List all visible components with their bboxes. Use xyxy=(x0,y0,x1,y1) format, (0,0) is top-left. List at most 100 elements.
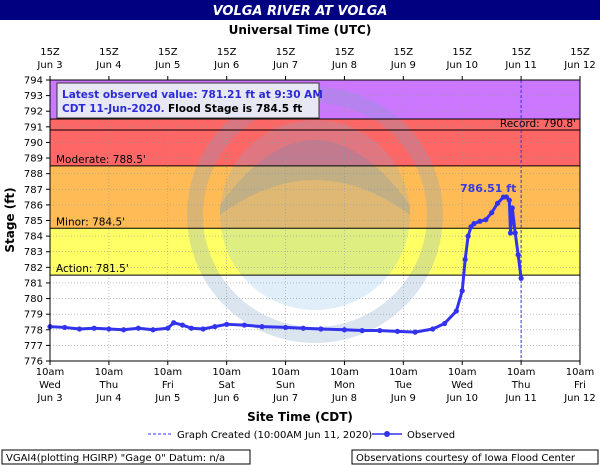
top-tick-date: Jun 5 xyxy=(154,60,180,71)
observed-point xyxy=(462,256,468,263)
observed-point xyxy=(171,320,177,326)
y-tick-label: 787 xyxy=(24,185,43,196)
x-axis-top: 15Z Jun 3 15Z Jun 4 15Z Jun 5 15Z Jun 6 15Z Jun 7… xyxy=(36,47,596,80)
y-axis: 776 777 778 779 780 781 782 783 784 785 786 787 788 7… xyxy=(24,76,50,368)
y-tick-label: 794 xyxy=(24,76,43,87)
y-tick-label: 791 xyxy=(24,122,43,133)
top-tick-label: 15Z xyxy=(570,47,590,58)
x-axis-title: Site Time (CDT) xyxy=(247,410,353,424)
observed-point xyxy=(76,326,83,332)
y-tick-label: 790 xyxy=(24,138,43,149)
observed-point xyxy=(224,321,230,327)
x-tick-label: Thu xyxy=(511,380,531,391)
y-tick-label: 786 xyxy=(24,200,43,211)
observed-point xyxy=(200,326,206,332)
top-tick-label: 15Z xyxy=(99,47,119,58)
top-tick-date: Jun 4 xyxy=(95,60,121,71)
x-tick-label: Mon xyxy=(334,380,355,391)
x-tick-label: 10am xyxy=(36,367,65,378)
y-tick-label: 777 xyxy=(24,341,43,352)
x-tick-label: Tue xyxy=(394,380,412,391)
x-tick-label: Jun 11 xyxy=(504,393,537,404)
flood-label-action: Action: 781.5' xyxy=(56,263,129,275)
observed-point xyxy=(212,324,218,330)
x-tick-label: Fri xyxy=(162,380,174,391)
observed-point xyxy=(121,327,127,333)
observed-point xyxy=(179,322,186,328)
legend-observed-marker xyxy=(384,431,390,437)
top-axis-title: Universal Time (UTC) xyxy=(229,23,372,37)
top-tick-label: 15Z xyxy=(335,47,355,58)
x-tick-label: Wed xyxy=(39,380,61,391)
observed-point xyxy=(241,322,247,328)
flood-stage-text: Flood Stage is 784.5 ft xyxy=(168,103,302,115)
x-tick-label: Fri xyxy=(574,380,586,391)
observed-series xyxy=(47,194,524,335)
top-tick-label: 15Z xyxy=(276,47,296,58)
x-tick-label: 10am xyxy=(448,367,477,378)
legend: Graph Created (10:00AM Jun 11, 2020) Obs… xyxy=(148,430,455,441)
flood-label-minor: Minor: 784.5' xyxy=(56,216,125,228)
x-tick-label: Sat xyxy=(218,380,234,391)
y-axis-title: Stage (ft) xyxy=(3,187,17,252)
title-bar xyxy=(0,0,600,20)
observed-point xyxy=(318,326,324,332)
peak-label: 786.51 ft xyxy=(460,182,516,195)
x-tick-label: 10am xyxy=(330,367,359,378)
x-tick-label: Jun 10 xyxy=(445,393,478,404)
top-tick-date: Jun 8 xyxy=(331,60,357,71)
footer-datum: VGAI4(plotting HGIRP) "Gage 0" Datum: n/… xyxy=(6,453,225,464)
observed-point xyxy=(483,217,489,223)
top-tick-label: 15Z xyxy=(158,47,178,58)
top-tick-date: Jun 6 xyxy=(213,60,239,71)
top-tick-label: 15Z xyxy=(217,47,237,58)
y-tick-label: 789 xyxy=(24,154,43,165)
y-tick-label: 782 xyxy=(24,263,43,274)
x-tick-label: 10am xyxy=(95,367,124,378)
x-tick-label: 10am xyxy=(566,367,595,378)
top-tick-date: Jun 9 xyxy=(390,60,416,71)
x-tick-label: Thu xyxy=(98,380,118,391)
y-tick-label: 784 xyxy=(24,232,43,243)
y-tick-label: 778 xyxy=(24,325,43,336)
top-tick-date: Jun 12 xyxy=(563,60,596,71)
y-tick-label: 776 xyxy=(24,357,43,368)
observed-point xyxy=(150,327,156,333)
latest-value-line1: Latest observed value: 781.21 ft at 9:30… xyxy=(62,89,323,101)
top-tick-date: Jun 10 xyxy=(445,60,478,71)
observed-point xyxy=(359,327,365,334)
x-tick-label: Jun 8 xyxy=(331,393,357,404)
x-axis-bottom: 10am Wed Jun 3 10am Thu Jun 4 10am Fri Jun 5 10am… xyxy=(36,361,596,404)
top-tick-label: 15Z xyxy=(394,47,414,58)
observed-point xyxy=(459,288,465,294)
latest-value-box: Latest observed value: 781.21 ft at 9:30… xyxy=(56,82,323,119)
observed-point xyxy=(489,210,495,216)
top-tick-date: Jun 7 xyxy=(272,60,298,71)
legend-observed: Observed xyxy=(407,430,455,441)
x-tick-label: 10am xyxy=(153,367,182,378)
top-tick-label: 15Z xyxy=(40,47,60,58)
observed-point xyxy=(188,325,194,331)
footer: VGAI4(plotting HGIRP) "Gage 0" Datum: n/… xyxy=(1,449,599,465)
noaa-watermark xyxy=(187,87,443,343)
observed-point xyxy=(259,324,265,330)
y-tick-label: 792 xyxy=(24,107,43,118)
observed-point xyxy=(91,325,97,331)
y-tick-label: 780 xyxy=(24,294,43,305)
y-tick-label: 788 xyxy=(24,169,43,180)
legend-graph-created: Graph Created (10:00AM Jun 11, 2020) xyxy=(177,430,372,441)
band-minor xyxy=(50,165,580,229)
x-tick-label: Jun 5 xyxy=(154,393,180,404)
observed-point xyxy=(282,324,289,331)
observed-point xyxy=(509,205,515,211)
observed-point xyxy=(518,275,524,281)
observed-point xyxy=(300,325,306,331)
latest-value-line2a: CDT 11-Jun-2020. xyxy=(62,103,165,115)
observed-point xyxy=(341,327,348,333)
seal-center xyxy=(220,120,410,310)
observed-point xyxy=(412,329,418,335)
x-tick-label: Jun 3 xyxy=(36,393,62,404)
x-tick-label: 10am xyxy=(507,367,536,378)
observed-point xyxy=(507,230,514,236)
observed-point xyxy=(441,320,448,327)
